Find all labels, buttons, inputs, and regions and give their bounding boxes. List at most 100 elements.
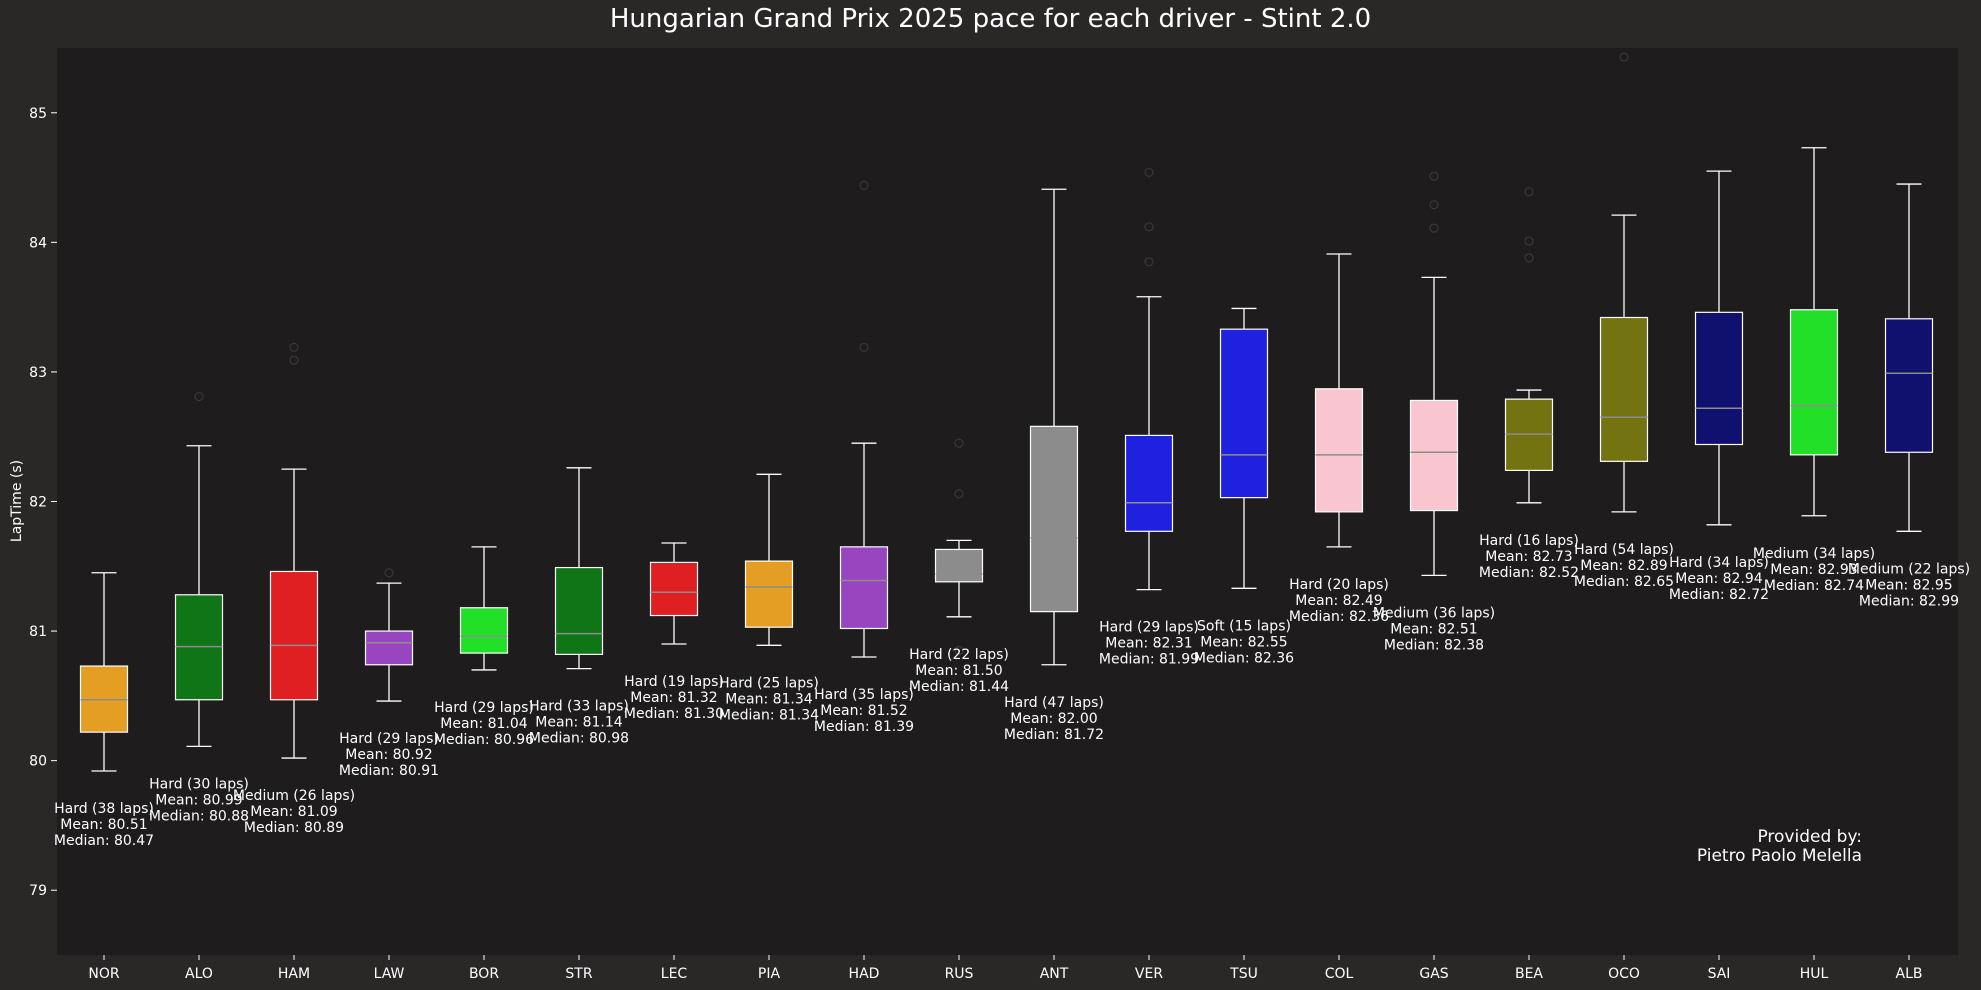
annotation-median: Median: 80.47 (54, 833, 154, 849)
annotation-mean: Mean: 80.51 (60, 817, 147, 833)
annotation-mean: Mean: 81.52 (820, 703, 907, 719)
annotation-median: Median: 81.72 (1004, 727, 1104, 743)
plot-area (57, 48, 1958, 955)
annotation-stint: Hard (25 laps) (719, 675, 819, 691)
outlier-point (1429, 223, 1439, 233)
outlier-point (289, 342, 299, 352)
annotation-stint: Hard (30 laps) (149, 776, 249, 792)
annotation-median: Median: 80.96 (434, 732, 534, 748)
x-tick-label: OCO (1608, 966, 1640, 982)
box-hul (1789, 309, 1839, 456)
annotation-mean: Mean: 81.32 (630, 690, 717, 706)
y-tick-label: 81 (29, 624, 47, 640)
box-col (1314, 388, 1364, 513)
x-tick-label: SAI (1708, 966, 1731, 982)
annotation-median: Median: 82.72 (1669, 587, 1769, 603)
annotation-stint: Hard (33 laps) (529, 699, 629, 715)
box-bor (459, 607, 509, 654)
box-lec (649, 561, 699, 617)
annotation-stint: Medium (22 laps) (1848, 561, 1970, 577)
box-pia (744, 560, 794, 628)
outlier-point (859, 342, 869, 352)
annotation-stint: Hard (38 laps) (54, 801, 154, 817)
annotation-median: Median: 80.91 (339, 763, 439, 779)
annotation-median: Median: 82.65 (1574, 574, 1674, 590)
box-law (364, 630, 414, 666)
annotation-stint: Hard (35 laps) (814, 687, 914, 703)
annotation-stint: Hard (29 laps) (339, 731, 439, 747)
x-tick-label: ALO (185, 966, 213, 982)
annotation-stint: Hard (47 laps) (1004, 695, 1104, 711)
outlier-point (384, 568, 394, 578)
y-tick-label: 85 (29, 106, 47, 122)
annotation-stint: Hard (54 laps) (1574, 542, 1674, 558)
credit-label: Provided by: (1757, 827, 1862, 847)
box-ham (269, 570, 319, 701)
annotation-mean: Mean: 82.94 (1675, 571, 1762, 587)
annotation-median: Median: 81.99 (1099, 652, 1199, 668)
annotation-median: Median: 82.99 (1859, 593, 1959, 609)
annotation-median: Median: 81.34 (719, 707, 819, 723)
x-tick-label: BEA (1515, 966, 1543, 982)
x-tick-label: ANT (1040, 966, 1069, 982)
annotation-median: Median: 81.30 (624, 706, 724, 722)
x-tick-label: HAM (278, 966, 310, 982)
x-tick-label: VER (1135, 966, 1163, 982)
outlier-point (1429, 171, 1439, 181)
box-ver (1124, 434, 1174, 532)
x-tick-label: COL (1325, 966, 1354, 982)
annotation-mean: Mean: 82.89 (1580, 558, 1667, 574)
y-axis-label: LapTime (s) (9, 460, 25, 542)
annotation-median: Median: 80.89 (244, 820, 344, 836)
annotation-mean: Mean: 82.73 (1485, 549, 1572, 565)
outlier-point (954, 438, 964, 448)
annotation-stint: Hard (19 laps) (624, 674, 724, 690)
outlier-point (1524, 253, 1534, 263)
x-tick-label: STR (565, 966, 592, 982)
outlier-point (1429, 200, 1439, 210)
x-tick-label: RUS (945, 966, 974, 982)
y-tick-label: 84 (29, 235, 47, 251)
outlier-point (1144, 167, 1154, 177)
outlier-point (954, 489, 964, 499)
outlier-point (954, 645, 964, 656)
y-tick-label: 79 (29, 883, 47, 899)
box-oco (1599, 316, 1649, 462)
annotation-mean: Mean: 82.31 (1105, 636, 1192, 652)
x-tick-label: LEC (661, 966, 688, 982)
x-tick-label: TSU (1229, 966, 1258, 982)
outlier-point (1524, 187, 1534, 197)
annotation-stint: Hard (29 laps) (1099, 620, 1199, 636)
outlier-point (194, 391, 204, 402)
box-tsu (1219, 328, 1269, 499)
annotation-mean: Mean: 82.00 (1010, 711, 1097, 727)
x-tick-label: PIA (758, 966, 781, 982)
annotation-median: Median: 82.38 (1384, 637, 1484, 653)
annotation-median: Median: 82.74 (1764, 578, 1864, 594)
credit-author: Pietro Paolo Melella (1697, 846, 1862, 866)
outlier-point (1144, 222, 1154, 232)
annotation-mean: Mean: 82.93 (1770, 562, 1857, 578)
box-ant (1029, 425, 1079, 613)
annotation-stint: Medium (34 laps) (1753, 546, 1875, 562)
annotation-median: Median: 82.36 (1194, 650, 1294, 666)
outlier-point (1144, 257, 1154, 267)
x-tick-label: ALB (1896, 966, 1923, 982)
annotation-mean: Mean: 81.14 (535, 715, 622, 731)
outlier-point (859, 180, 869, 190)
annotation-median: Median: 81.39 (814, 719, 914, 735)
box-str (554, 566, 604, 655)
annotation-mean: Mean: 82.49 (1295, 593, 1382, 609)
x-tick-label: HUL (1800, 966, 1829, 982)
outlier-point (1619, 52, 1629, 62)
outlier-point (289, 355, 299, 365)
annotation-stint: Soft (15 laps) (1197, 618, 1291, 634)
annotation-stint: Medium (36 laps) (1373, 605, 1495, 621)
chart-title: Hungarian Grand Prix 2025 pace for each … (609, 4, 1372, 34)
annotation-mean: Mean: 81.04 (440, 716, 527, 732)
annotation-mean: Mean: 80.99 (155, 792, 242, 808)
annotation-stint: Hard (16 laps) (1479, 533, 1579, 549)
annotation-mean: Mean: 82.95 (1865, 577, 1952, 593)
